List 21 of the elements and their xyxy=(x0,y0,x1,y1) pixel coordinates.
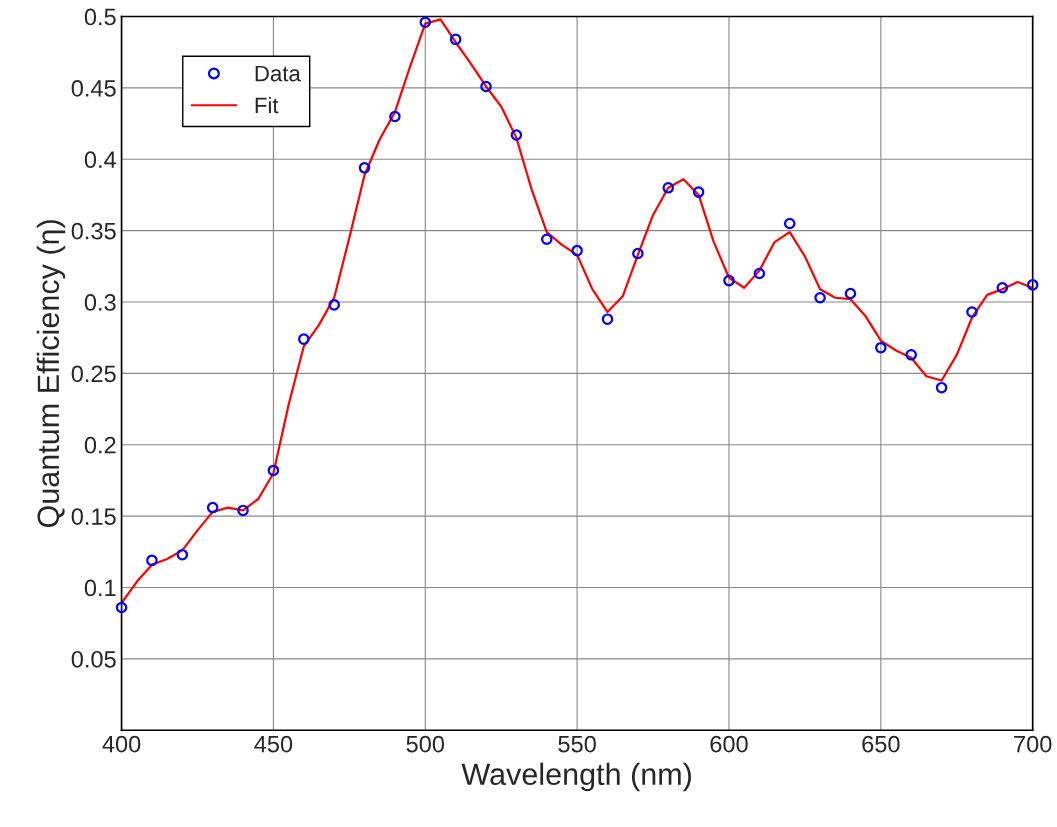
x-tick-label: 550 xyxy=(558,735,596,753)
x-tick-label: 650 xyxy=(862,735,900,753)
x-tick-label: 400 xyxy=(102,735,141,753)
y-tick-label: 0.05 xyxy=(71,650,116,668)
y-tick-label: 0.15 xyxy=(71,508,116,525)
y-tick-label: 0.3 xyxy=(84,294,116,311)
y-tick-label: 0.5 xyxy=(84,8,116,26)
y-tick-label: 0.1 xyxy=(84,579,116,597)
y-tick-label: 0.25 xyxy=(71,365,116,383)
x-tick-label: 450 xyxy=(254,735,293,753)
y-tick-label: 0.45 xyxy=(71,79,116,97)
legend-label: Data xyxy=(255,65,301,82)
y-tick-label: 0.2 xyxy=(84,436,116,454)
x-axis-title: Wavelength (nm) xyxy=(461,762,691,792)
y-tick-label: 0.35 xyxy=(71,222,116,240)
legend-label: Fit xyxy=(255,96,279,114)
x-tick-label: 600 xyxy=(710,735,748,753)
y-axis-title: Quantum Efficiency (η) xyxy=(36,220,66,528)
x-tick-label: 700 xyxy=(1014,735,1052,753)
x-tick-label: 500 xyxy=(406,735,445,753)
y-tick-label: 0.4 xyxy=(84,151,117,169)
